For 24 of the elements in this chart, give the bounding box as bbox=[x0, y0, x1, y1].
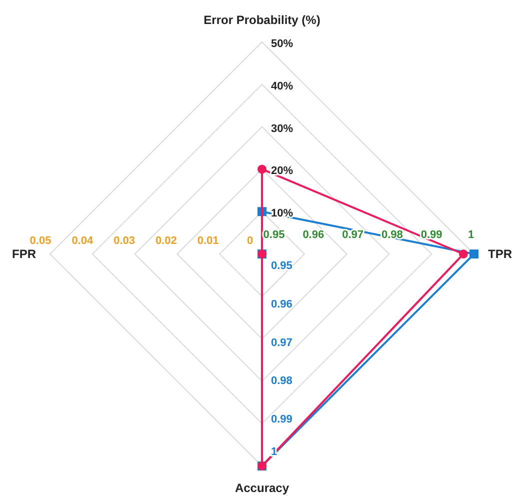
text: 0.01 bbox=[197, 235, 219, 247]
text: 0.03 bbox=[114, 235, 136, 247]
text: 0.95 bbox=[263, 229, 285, 241]
text: 0.99 bbox=[271, 414, 292, 426]
text: 0 bbox=[246, 235, 254, 247]
spoke-label: TPR bbox=[488, 247, 512, 261]
text: 0.97 bbox=[342, 229, 364, 241]
text: 50% bbox=[271, 38, 294, 50]
text: 0.04 bbox=[72, 235, 94, 247]
spoke-label: FPR bbox=[12, 247, 36, 261]
text: 1 bbox=[468, 229, 474, 241]
text: 0.99 bbox=[420, 229, 442, 241]
spoke-label: Error Probability (%) bbox=[204, 13, 320, 27]
text: 40% bbox=[271, 80, 294, 92]
text: 0.96 bbox=[271, 298, 292, 310]
text: 0.95 bbox=[271, 260, 292, 272]
text: 30% bbox=[271, 122, 294, 135]
text: 0.02 bbox=[155, 235, 177, 247]
text: 20% bbox=[271, 165, 294, 178]
text: 0.98 bbox=[271, 375, 292, 388]
text: 0.97 bbox=[271, 336, 292, 349]
spoke-label: Accuracy bbox=[234, 481, 290, 495]
text: 0.05 bbox=[30, 235, 52, 247]
text: 0.96 bbox=[302, 229, 324, 241]
